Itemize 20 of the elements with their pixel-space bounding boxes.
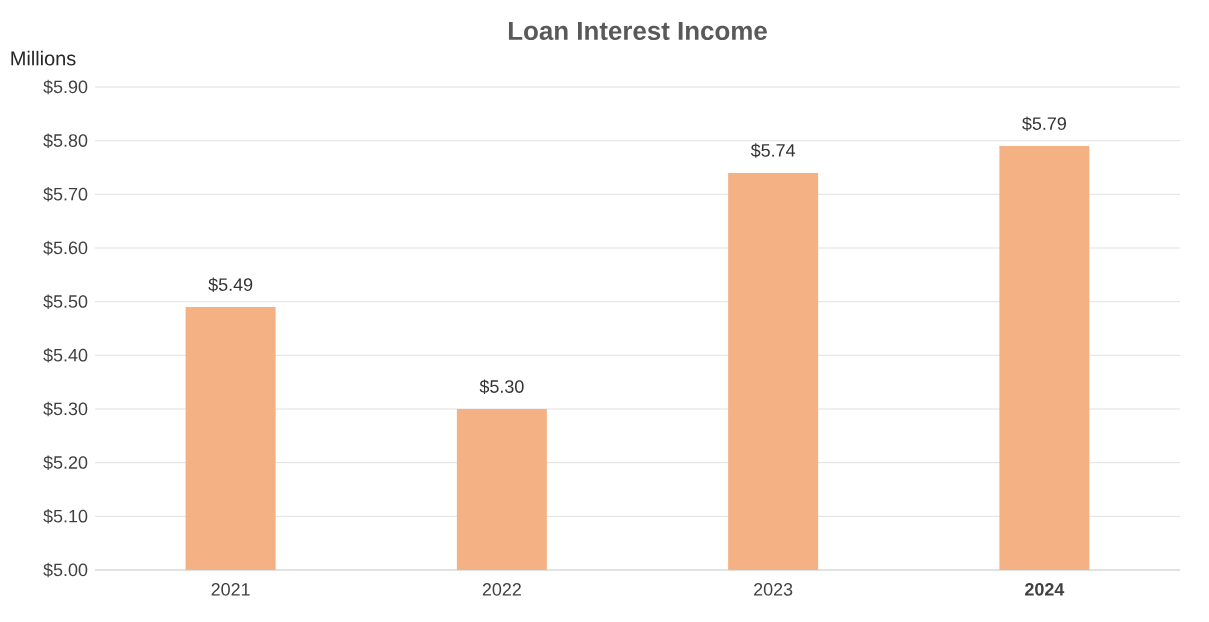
y-axis-title: Millions xyxy=(11,50,76,66)
y-tick-label: $5.90 xyxy=(43,79,88,95)
y-tick-label: $5.30 xyxy=(43,401,88,417)
y-tick-label: $5.00 xyxy=(43,562,88,578)
x-tick-label: 2024 xyxy=(1025,583,1065,596)
x-tick-label: 2022 xyxy=(482,583,521,596)
y-tick-label: $5.80 xyxy=(43,133,88,148)
data-label: $5.49 xyxy=(208,277,253,292)
chart-title: Loan Interest Income xyxy=(508,21,767,41)
y-tick-label: $5.60 xyxy=(43,240,88,256)
x-tick-label: 2021 xyxy=(211,583,250,596)
y-tick-label: $5.40 xyxy=(43,348,88,363)
y-tick-label: $5.10 xyxy=(43,509,88,524)
data-label: $5.30 xyxy=(479,379,524,394)
data-label: $5.74 xyxy=(750,143,796,158)
x-tick-label: 2023 xyxy=(754,583,793,596)
data-label: $5.79 xyxy=(1022,116,1066,132)
y-tick-label: $5.50 xyxy=(43,294,88,309)
y-tick-label: $5.20 xyxy=(43,455,88,470)
y-tick-label: $5.70 xyxy=(43,187,88,202)
